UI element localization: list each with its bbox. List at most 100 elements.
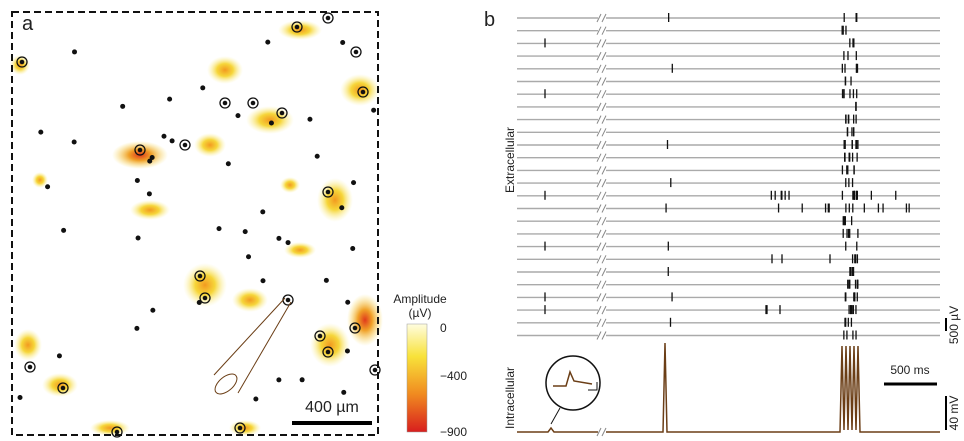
cell <box>294 24 300 30</box>
scale-label: 500 µV <box>947 306 961 344</box>
heat-blob <box>280 177 300 193</box>
cell-ring <box>57 382 69 394</box>
cell <box>114 429 120 435</box>
break <box>596 39 607 48</box>
cells <box>16 12 381 438</box>
extracellular-label: Extracellular <box>503 127 517 193</box>
cell <box>120 103 126 109</box>
pipette <box>213 297 292 394</box>
cell <box>169 138 175 144</box>
break <box>596 51 607 61</box>
cell <box>253 396 259 402</box>
heat-blob <box>284 242 316 258</box>
break <box>596 229 607 239</box>
cell <box>250 100 256 106</box>
cell <box>71 139 77 145</box>
cell <box>56 353 62 359</box>
cell <box>285 240 291 246</box>
cell <box>352 325 358 331</box>
inset-scale <box>588 382 598 391</box>
cell-ring <box>134 144 146 156</box>
break <box>596 128 607 137</box>
colorbar-tick: −900 <box>440 425 467 439</box>
cell <box>371 107 377 113</box>
break <box>596 242 607 251</box>
trace <box>517 342 940 433</box>
break <box>596 153 607 162</box>
cell <box>27 364 33 370</box>
cell-ring <box>322 186 334 198</box>
cell <box>19 59 25 65</box>
heatmap <box>10 20 383 436</box>
cell <box>351 180 357 186</box>
colorbar-unit: (µV) <box>409 306 432 320</box>
break <box>596 166 607 175</box>
cell <box>268 120 274 126</box>
cell <box>235 113 241 119</box>
cell <box>134 325 140 331</box>
cell <box>246 254 252 260</box>
cell <box>222 100 228 106</box>
heat-blob <box>207 56 243 84</box>
cell <box>135 235 141 241</box>
cell <box>38 129 44 135</box>
cell <box>242 229 248 235</box>
cell-ring <box>219 97 231 109</box>
heat-blob <box>42 373 78 397</box>
cell-ring <box>357 86 369 98</box>
cell <box>265 39 271 45</box>
break <box>596 267 607 277</box>
break <box>596 191 607 201</box>
cell <box>202 295 208 301</box>
panel-label: a <box>22 13 34 35</box>
cell <box>340 40 346 46</box>
break <box>596 115 607 124</box>
intracellular-label: Intracellular <box>503 367 517 429</box>
cell-ring <box>24 361 36 373</box>
cell-ring <box>179 139 191 151</box>
cell <box>325 349 331 355</box>
panel-label: b <box>484 9 495 31</box>
inset <box>545 355 601 411</box>
heat-blob <box>340 74 380 106</box>
cell <box>182 142 188 148</box>
break <box>596 64 607 74</box>
heat-blob <box>183 263 227 307</box>
break <box>596 318 607 328</box>
cell <box>317 333 323 339</box>
cell <box>61 227 67 233</box>
break <box>596 204 607 213</box>
cell-ring <box>234 422 246 434</box>
cell <box>279 110 285 116</box>
arrow <box>550 407 561 425</box>
cell <box>325 189 331 195</box>
cell <box>161 133 167 139</box>
break <box>596 140 607 150</box>
cell-ring <box>194 270 206 282</box>
break <box>596 216 607 226</box>
cell <box>339 205 345 211</box>
cell <box>353 49 359 55</box>
heat-blob <box>10 55 30 75</box>
cell-ring <box>276 107 288 119</box>
cell <box>167 96 173 102</box>
cell <box>134 177 140 183</box>
break <box>596 280 607 289</box>
field-border <box>11 11 379 436</box>
cell <box>225 161 231 167</box>
scale-label: 40 mV <box>947 396 961 431</box>
colorbar-title: Amplitude <box>393 292 447 306</box>
cell <box>17 395 23 401</box>
heat-blob <box>278 20 322 40</box>
heat-blob <box>130 200 170 220</box>
pipette-tip <box>214 373 238 395</box>
break <box>596 178 607 188</box>
cell-ring <box>369 364 381 376</box>
cell <box>276 377 282 383</box>
cell <box>344 348 350 354</box>
cell <box>307 116 313 122</box>
cell-ring <box>322 12 334 24</box>
colorbar <box>406 323 428 433</box>
cell-ring <box>350 46 362 58</box>
cell <box>45 184 51 190</box>
